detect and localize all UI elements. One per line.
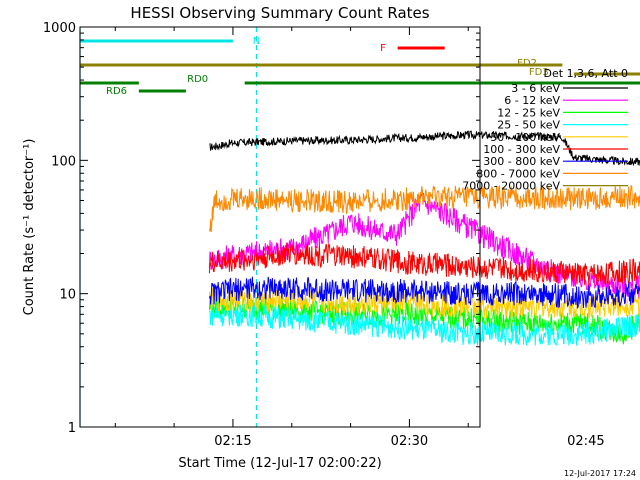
series-line-6-12-kev (208, 191, 640, 300)
legend-label-6: 300 - 800 keV (483, 155, 560, 168)
x-tick-label-0: 02:15 (214, 434, 251, 449)
series-line-100-300-kev (208, 242, 640, 286)
status-bars: NFFD1FD2FD3RD0RD6 (80, 36, 640, 97)
status-label-rd6: RD6 (106, 86, 127, 97)
x-tick-label-2: 02:45 (567, 434, 604, 449)
legend-label-8: 7000 - 20000 keV (462, 180, 560, 193)
series-line-300-800-kev (208, 276, 640, 310)
legend-label-7: 800 - 7000 keV (476, 167, 560, 180)
y-tick-label-1: 10 (59, 288, 76, 303)
series-line-800-7000-kev (208, 184, 640, 232)
status-label-n: N (253, 36, 260, 47)
series-line-50-100-kev (208, 287, 640, 319)
y-tick-label-3: 1000 (43, 21, 76, 36)
series-group (208, 130, 640, 346)
y-tick-label-2: 100 (51, 154, 76, 169)
legend-title: Det 1,3,6, Att 0 (544, 67, 628, 80)
legend-label-1: 6 - 12 keV (504, 94, 560, 107)
footer-timestamp: 12-Jul-2017 17:24 (564, 469, 636, 478)
chart-title: HESSI Observing Summary Count Rates (130, 4, 429, 22)
x-tick-label-1: 02:30 (391, 434, 428, 449)
status-label-fd2: FD2 (517, 58, 537, 69)
y-axis-label: Count Rate (s⁻¹ detector⁻¹) (22, 139, 37, 316)
y-tick-label-0: 1 (68, 421, 76, 436)
status-label-fd3: FD3 (529, 67, 549, 78)
legend-label-3: 25 - 50 keV (497, 119, 560, 132)
status-label-f: F (380, 43, 386, 54)
legend-label-5: 100 - 300 keV (483, 143, 560, 156)
legend-label-4: 50 - 100 keV (490, 131, 560, 144)
x-axis-label: Start Time (12-Jul-17 02:00:22) (178, 456, 381, 471)
series-line-3-6-kev (209, 130, 640, 167)
y-axis: 1 10 100 1000 (43, 21, 480, 436)
series-line-25-50-kev (208, 302, 640, 346)
status-label-rd0: RD0 (187, 74, 208, 85)
legend-label-2: 12 - 25 keV (497, 106, 560, 119)
plot-frame (79, 26, 481, 428)
legend-label-0: 3 - 6 keV (511, 82, 560, 95)
